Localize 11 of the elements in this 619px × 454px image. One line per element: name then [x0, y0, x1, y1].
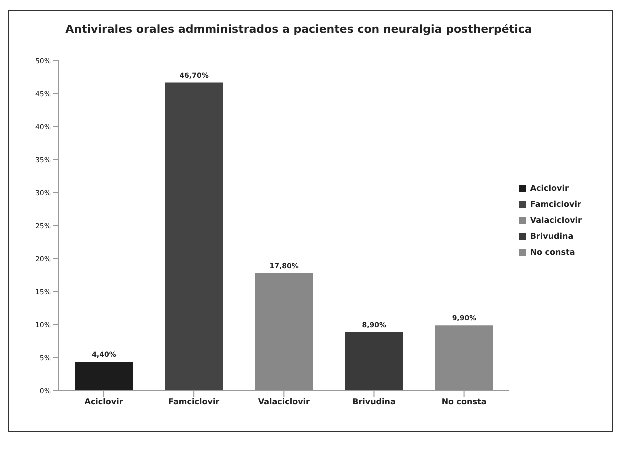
chart-title: Antivirales orales admministrados a pacientes con neuralgia postherpética — [66, 23, 532, 36]
x-tick-label: No consta — [442, 398, 487, 407]
legend-label: Aciclovir — [530, 184, 569, 193]
legend-label: Brivudina — [530, 232, 574, 241]
legend-label: Valaciclovir — [530, 216, 582, 225]
x-tick-label: Brivudina — [352, 398, 396, 407]
legend-label: Famciclovir — [530, 200, 582, 209]
x-tick-label: Valaciclovir — [258, 398, 310, 407]
x-tick-label: Famciclovir — [168, 398, 220, 407]
x-tick-label: Aciclovir — [84, 398, 124, 407]
legend-label: No consta — [530, 248, 576, 257]
